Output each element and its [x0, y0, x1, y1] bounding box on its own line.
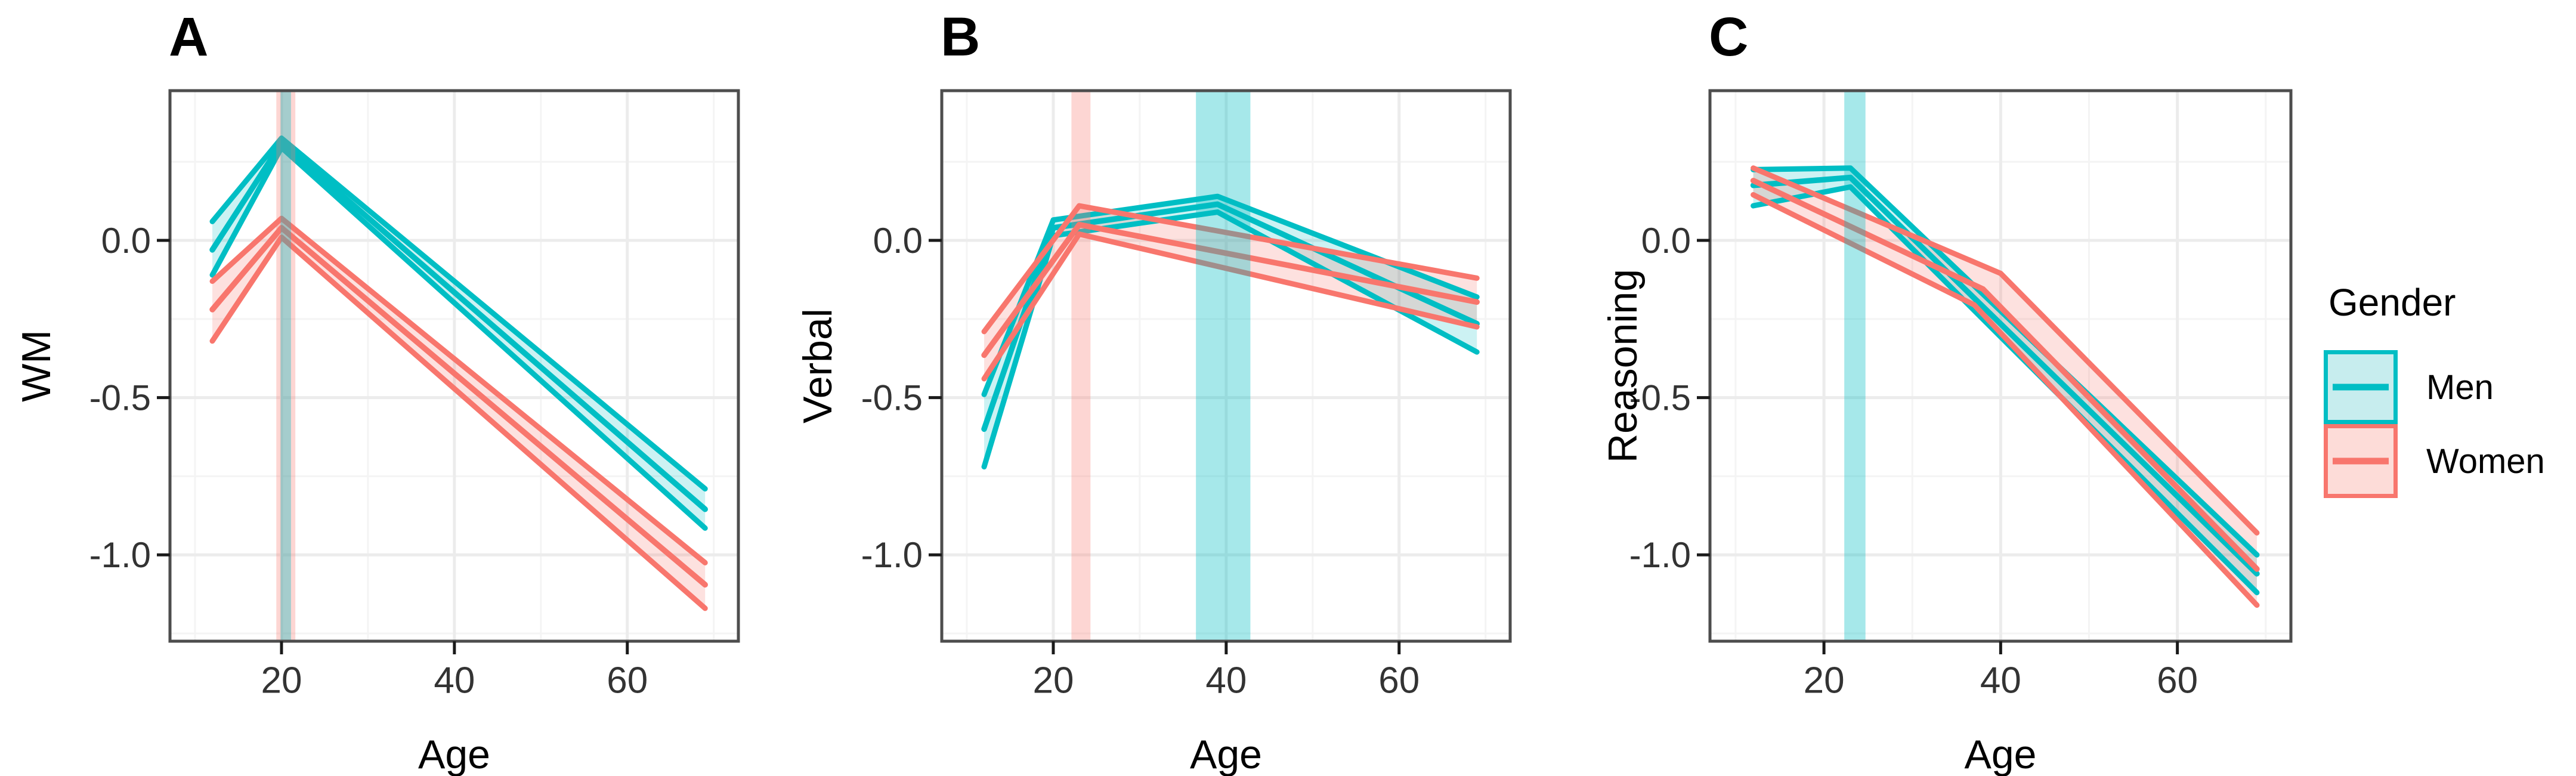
- panel-b-grid: [942, 91, 1510, 641]
- panel-b-men-lower-line: [981, 209, 1480, 470]
- panel-b-women-lower-line: [981, 231, 1480, 382]
- panel-a-y-tick-label: -1.0: [89, 535, 151, 575]
- panel-c-men-lower-line: [1751, 184, 2260, 595]
- panel-a-women-ribbon: [212, 218, 706, 608]
- panel-a-y-tick-label: -0.5: [89, 378, 151, 418]
- panel-a-y-axis-title: WM: [14, 330, 59, 402]
- panel-b-women-mean-line: [981, 221, 1480, 358]
- panel-b: 0.0 -0.5 -1.0 20 40 60 Age Verbal B: [795, 7, 1512, 776]
- panel-b-x-tick-label: 40: [1205, 660, 1247, 701]
- panel-b-y-tick-label: -1.0: [861, 535, 923, 575]
- legend-items: Men Women: [2324, 350, 2574, 498]
- panel-c-letter: C: [1709, 7, 1748, 67]
- panel-c-y-tick-label: -0.5: [1629, 378, 1691, 418]
- panel-b-women-upper-line: [981, 203, 1480, 335]
- legend-label-men: Men: [2426, 367, 2494, 407]
- panel-b-peak-band-men: [1196, 91, 1251, 641]
- panel-c-grid: [1710, 91, 2291, 641]
- panel-b-x-axis-title: Age: [1190, 732, 1262, 776]
- panel-a-women-lower-line: [209, 234, 708, 611]
- panel-c-y-tick-label: 0.0: [1641, 221, 1691, 261]
- legend-key-men-line: [2333, 384, 2389, 391]
- panel-a: 0.0 -0.5 -1.0 20 40 60 Age WM A: [14, 7, 740, 776]
- panel-c-y-tick-label: -1.0: [1629, 535, 1691, 575]
- legend-label-women: Women: [2426, 441, 2545, 481]
- panel-c-x-tick-label: 20: [1804, 660, 1845, 701]
- legend-title: Gender: [2328, 281, 2456, 324]
- panel-b-y-tick-label: -0.5: [861, 378, 923, 418]
- panel-a-women-mean-line: [209, 225, 708, 588]
- panel-c-men-upper-line: [1751, 165, 2260, 558]
- panel-c-peak-band-men: [1844, 91, 1866, 641]
- panel-c-x-tick-label: 60: [2157, 660, 2198, 701]
- panel-a-letter: A: [169, 7, 208, 67]
- panel-c-women-mean-line: [1750, 178, 2260, 572]
- panel-a-peak-band-women: [276, 91, 296, 641]
- panel-c-y-axis-title: Reasoning: [1600, 269, 1646, 463]
- panel-a-men-lower-line: [209, 144, 708, 531]
- panel-b-peak-band-women: [1071, 91, 1091, 641]
- legend-key-women-swatch: [2324, 424, 2398, 498]
- panel-b-y-tick-label: 0.0: [873, 221, 923, 261]
- panel-c-x-tick-label: 40: [1980, 660, 2021, 701]
- panel-b-letter: B: [941, 7, 980, 67]
- panel-b-x-tick-label: 60: [1378, 660, 1420, 701]
- panel-a-x-tick-label: 60: [607, 660, 648, 701]
- panel-c-x-axis-title: Age: [1965, 732, 2037, 776]
- panel-c: 0.0 -0.5 -1.0 20 40 60 Age Reasoning C: [1600, 7, 2293, 776]
- panel-a-x-tick-label: 40: [434, 660, 475, 701]
- legend-key-women-line: [2333, 457, 2389, 465]
- panel-a-y-tick-label: 0.0: [101, 221, 151, 261]
- panel-a-x-tick-label: 20: [261, 660, 302, 701]
- legend-key-men-swatch: [2324, 350, 2398, 424]
- panel-b-y-axis-title: Verbal: [795, 308, 840, 423]
- panel-a-men-mean-line: [209, 140, 708, 512]
- panel-c-women-ribbon: [1753, 168, 2257, 605]
- panel-c-women-lower-line: [1751, 192, 2260, 608]
- panel-a-men-upper-line: [209, 135, 708, 492]
- panel-a-peak-band-men: [280, 91, 291, 641]
- panel-c-women-upper-line: [1751, 165, 2260, 536]
- panel-a-x-axis-title: Age: [418, 732, 490, 776]
- panel-a-women-upper-line: [209, 215, 708, 565]
- panel-b-x-tick-label: 20: [1032, 660, 1074, 701]
- legend: Gender Men Women: [2324, 283, 2574, 498]
- panel-b-women-ribbon: [984, 206, 1477, 379]
